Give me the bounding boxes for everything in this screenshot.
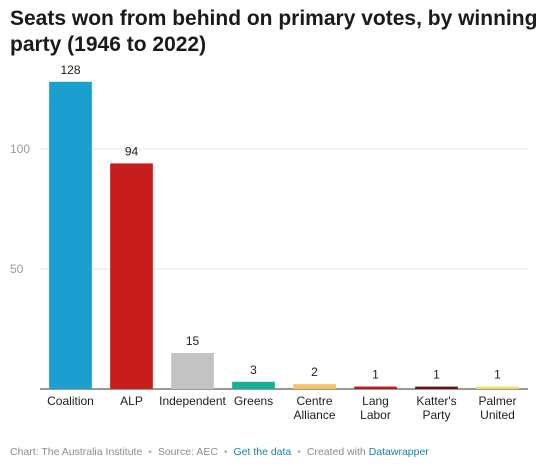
x-tick-label: Party bbox=[422, 408, 450, 422]
bar bbox=[232, 381, 275, 389]
bar-value-label: 128 bbox=[60, 63, 80, 77]
bar-value-label: 2 bbox=[311, 365, 318, 379]
footer-separator: • bbox=[148, 446, 152, 458]
chart-title: Seats won from behind on primary votes, … bbox=[10, 7, 538, 56]
y-tick-label: 100 bbox=[10, 142, 30, 156]
x-tick-label: Coalition bbox=[47, 394, 94, 408]
bar bbox=[110, 163, 153, 389]
footer-separator: • bbox=[297, 446, 301, 458]
x-tick-label: United bbox=[480, 408, 515, 422]
chart-footer: Chart: The Australia Institute • Source:… bbox=[10, 446, 429, 458]
x-tick-label: Lang bbox=[362, 394, 389, 408]
bar bbox=[354, 386, 397, 389]
chart-credit: Chart: The Australia Institute bbox=[10, 446, 143, 458]
bar-value-label: 3 bbox=[250, 363, 257, 377]
bar-value-label: 94 bbox=[125, 144, 139, 158]
bar bbox=[476, 386, 519, 389]
bar bbox=[49, 81, 92, 390]
bar bbox=[415, 386, 458, 389]
bar bbox=[171, 353, 214, 389]
bar-value-label: 15 bbox=[186, 334, 200, 348]
x-tick-label: Independent bbox=[159, 394, 226, 408]
labels-layer: 50 100 128 Coalition 94 ALP 15 Independent 3 Gree… bbox=[10, 63, 517, 422]
datawrapper-link[interactable]: Datawrapper bbox=[368, 446, 429, 458]
created-with-text: Created with bbox=[306, 446, 366, 458]
footer-separator: • bbox=[223, 446, 228, 458]
x-tick-label: Palmer bbox=[478, 394, 516, 408]
bar bbox=[293, 384, 336, 389]
bars-layer bbox=[49, 81, 519, 390]
bar-value-label: 1 bbox=[494, 368, 501, 382]
x-tick-label: ALP bbox=[120, 394, 143, 408]
y-tick-label: 50 bbox=[10, 262, 24, 276]
bar-value-label: 1 bbox=[433, 368, 440, 382]
x-tick-label: Greens bbox=[234, 394, 273, 408]
x-tick-label: Alliance bbox=[293, 408, 335, 422]
x-tick-label: Centre bbox=[296, 394, 332, 408]
x-tick-label: Katter's bbox=[416, 394, 456, 408]
source-text: Source: AEC bbox=[157, 446, 218, 458]
bar-chart: 50 100 128 Coalition 94 ALP 15 Independent 3 Gree… bbox=[10, 63, 528, 422]
bar-value-label: 1 bbox=[372, 368, 379, 382]
get-data-link[interactable]: Get the data bbox=[233, 446, 292, 458]
x-tick-label: Labor bbox=[360, 408, 391, 422]
